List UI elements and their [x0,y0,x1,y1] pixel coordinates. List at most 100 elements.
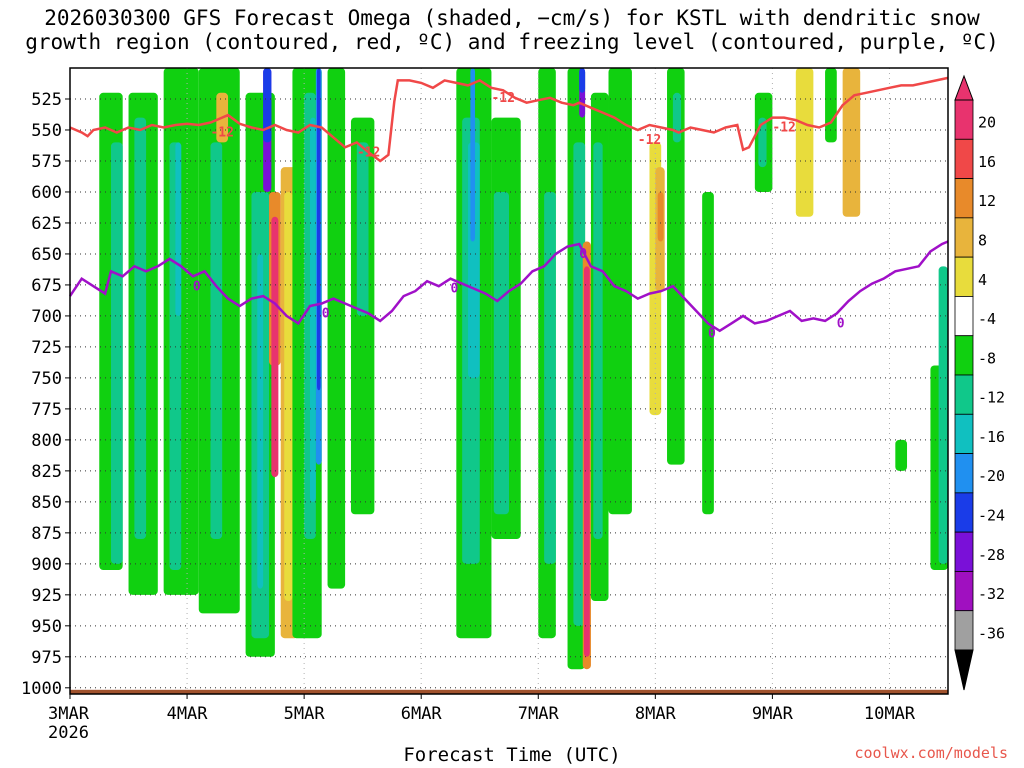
colorbar-label: 16 [978,153,996,171]
y-tick-label: 800 [31,431,62,451]
contour-label: 0 [322,307,330,322]
y-tick-label: 725 [31,338,62,358]
y-tick-label: 700 [31,307,62,327]
y-tick-label: 925 [31,586,62,606]
omega-shade-57 [938,266,948,564]
y-tick-label: 775 [31,400,62,420]
colorbar-label: 8 [978,231,987,249]
x-tick-label: 9MAR [752,704,794,724]
contour-label: 0 [450,282,458,297]
colorbar-segment [954,217,974,258]
y-tick-label: 850 [31,493,62,513]
colorbar-label: -32 [978,585,1005,603]
contour-label: -12 [210,126,233,141]
colorbar-segment [954,531,974,572]
contour-label: 0 [193,279,201,294]
omega-shade-49 [702,191,714,515]
colorbar-segment [954,296,974,337]
colorbar-label: 4 [978,271,987,289]
y-tick-label: 575 [31,152,62,172]
x-tick-sublabel: 2026 [48,723,89,743]
omega-shade-18 [284,191,293,602]
colorbar-segment [954,138,974,179]
y-tick-label: 625 [31,214,62,234]
omega-shade-21 [309,117,316,502]
y-tick-label: 825 [31,462,62,482]
colorbar-label: -24 [978,506,1005,524]
omega-shade-48 [672,92,682,143]
colorbar-label: -16 [978,428,1005,446]
watermark: coolwx.com/models [854,744,1008,762]
omega-shading-layer [99,68,948,670]
colorbar-segment [954,413,974,454]
x-tick-label: 7MAR [518,704,560,724]
colorbar-label: 20 [978,114,996,132]
colorbar-segment [954,256,974,297]
omega-shade-6 [175,142,182,316]
colorbar-label: -12 [978,389,1005,407]
omega-shade-14 [263,68,272,143]
omega-shade-30 [470,68,476,242]
plot-frame [69,67,949,695]
colorbar-segment [954,178,974,219]
omega-shade-32 [493,191,509,515]
omega-shade-24 [327,68,346,589]
colorbar-segment [954,335,974,376]
colorbar-segment [954,571,974,612]
colorbar-segment [954,492,974,533]
x-tick-label: 5MAR [284,704,326,724]
colorbar-label: 12 [978,192,996,210]
omega-shade-42 [593,142,603,540]
omega-shade-53 [825,68,837,143]
y-tick-label: 1000 [21,679,62,699]
omega-shade-40 [583,266,590,657]
omega-shade-3 [134,117,147,540]
x-tick-label: 6MAR [401,704,443,724]
omega-shade-12 [257,253,264,589]
y-tick-label: 675 [31,276,62,296]
contour-label: -12 [638,133,661,148]
omega-shade-8 [210,142,223,540]
contour-label: -12 [491,91,514,106]
omega-shade-54 [842,68,861,217]
omega-shade-23 [317,68,321,391]
colorbar-segment [954,453,974,494]
y-tick-label: 750 [31,369,62,389]
omega-shade-38 [579,68,586,93]
y-tick-label: 875 [31,524,62,544]
omega-shade-34 [544,191,556,564]
omega-shade-47 [667,68,685,465]
y-tick-label: 950 [31,617,62,637]
x-tick-label: 4MAR [167,704,209,724]
axis-layer: 525 550 575 600 625 650 675 700 725 750 775 800 825 8… [21,67,949,743]
contour-label: 0 [837,316,845,331]
x-tick-label: 3MAR [48,704,90,724]
y-tick-label: 525 [31,90,62,110]
contour-layer: -12 -12 -12 -12 -12 0 0 0 0 0 0 [68,76,949,341]
y-tick-label: 900 [31,555,62,575]
x-tick-label: 8MAR [635,704,677,724]
x-axis-label: Forecast Time (UTC) [403,744,621,766]
y-tick-label: 975 [31,648,62,668]
colorbar-label: -8 [978,349,996,367]
chart-title-line-2: growth region (contoured, red, ºC) and f… [25,30,999,54]
y-tick-label: 600 [31,183,62,203]
omega-shade-46 [657,191,664,242]
y-tick-label: 550 [31,121,62,141]
colorbar-label: -4 [978,310,996,328]
omega-shade-52 [795,68,814,217]
colorbar-label: -20 [978,467,1005,485]
colorbar-layer: 20 16 12 8 4 -4 -8 -12 -16 -20 -24 -28 -32 -36 [954,74,1005,691]
contour-label: -12 [772,121,795,136]
contour-line-0 [68,240,949,333]
colorbar-segment [954,374,974,415]
omega-shade-26 [356,142,369,316]
x-tick-label: 10MAR [864,704,916,724]
chart-title-line-1: 2026030300 GFS Forecast Omega (shaded, −… [44,6,980,30]
omega-shade-16 [271,216,279,478]
colorbar-label: -28 [978,546,1005,564]
omega-shade-43 [608,68,632,515]
terrain-layer [70,689,948,694]
